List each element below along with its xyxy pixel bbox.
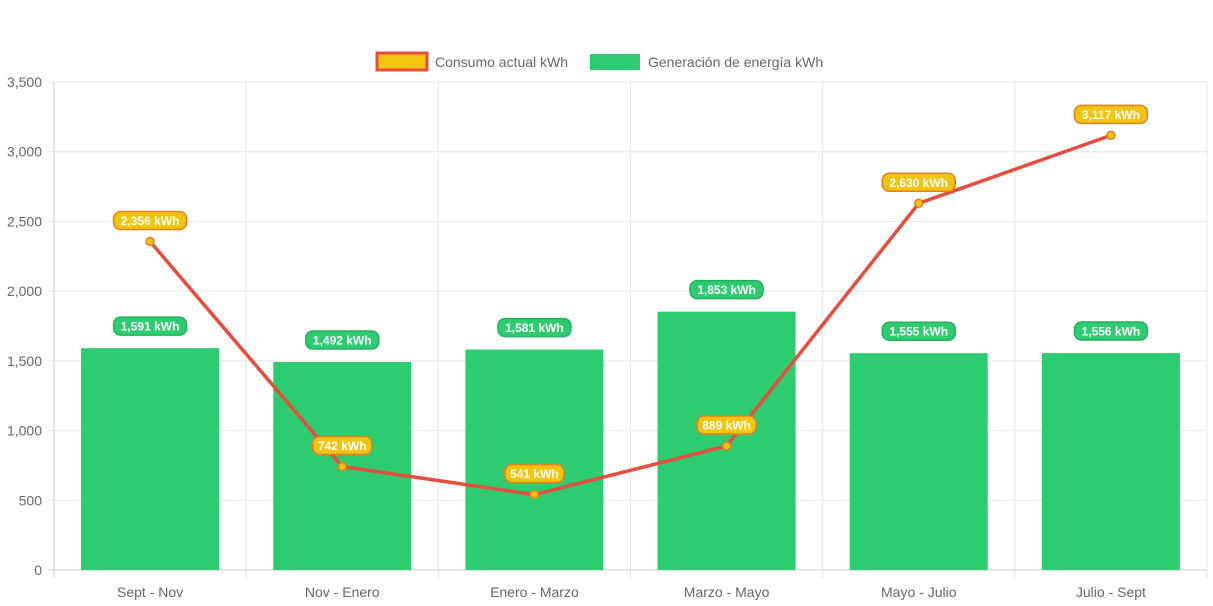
data-label-generacion-bg: [112, 316, 188, 336]
axis-layer: 0 500 1,000 1,500 2,000 2,500 3,000 3,500 Sept -…: [7, 74, 1146, 600]
bar-generacion[interactable]: [849, 353, 988, 570]
x-tick-label: Nov - Enero: [305, 584, 380, 600]
data-label-consumo-bg: [696, 415, 757, 435]
y-tick-label: 2,500: [7, 213, 42, 229]
data-label-consumo: 3,117 kWh: [1073, 104, 1149, 125]
bar-layer: [81, 311, 1180, 570]
legend-label-consumo: Consumo actual kWh: [435, 54, 568, 70]
data-label-generacion-text: 1,555 kWh: [889, 325, 948, 339]
legend-label-generacion: Generación de energía kWh: [648, 54, 823, 70]
data-label-generacion: 1,555 kWh: [881, 321, 956, 341]
data-label-generacion-text: 1,581 kWh: [505, 321, 564, 335]
x-tick-label: Enero - Marzo: [490, 584, 579, 600]
x-tick-label: Sept - Nov: [117, 584, 183, 600]
bar-generacion[interactable]: [657, 311, 796, 570]
data-label-consumo-bg: [112, 210, 188, 231]
y-tick-label: 3,000: [7, 144, 42, 160]
x-tick-label: Julio - Sept: [1076, 584, 1146, 600]
y-tick-label: 3,500: [7, 74, 42, 90]
point-consumo[interactable]: [721, 441, 732, 451]
data-label-generacion: 1,581 kWh: [497, 317, 572, 338]
y-tick-label: 2,000: [7, 283, 42, 299]
legend-item-consumo[interactable]: Consumo actual kWh: [375, 51, 568, 72]
bar-generacion[interactable]: [81, 348, 220, 570]
point-consumo[interactable]: [914, 198, 924, 209]
data-label-consumo: 541 kWh: [504, 463, 565, 484]
data-label-generacion: 1,556 kWh: [1073, 321, 1149, 341]
line-consumo: [148, 133, 1112, 497]
bar-generacion[interactable]: [1041, 353, 1180, 570]
data-label-generacion: 1,591 kWh: [112, 316, 188, 336]
point-consumo[interactable]: [145, 236, 155, 247]
data-label-consumo-text: 2,630 kWh: [889, 176, 948, 190]
data-label-consumo: 2,356 kWh: [112, 210, 188, 231]
data-label-generacion-bg: [305, 330, 380, 350]
data-label-consumo-bg: [312, 435, 373, 456]
data-label-consumo-text: 3,117 kWh: [1082, 108, 1140, 122]
data-label-generacion-bg: [497, 317, 572, 338]
data-label-consumo-bg: [504, 463, 565, 484]
data-label-generacion-bg: [881, 321, 956, 341]
x-tick-label: Marzo - Mayo: [684, 584, 770, 600]
data-label-consumo-bg: [1073, 104, 1149, 125]
data-label-generacion-text: 1,853 kWh: [697, 283, 756, 297]
data-label-generacion-text: 1,556 kWh: [1082, 325, 1141, 339]
data-label-generacion: 1,853 kWh: [689, 279, 764, 300]
x-tick-label: Mayo - Julio: [881, 584, 957, 600]
data-label-consumo: 889 kWh: [696, 415, 757, 435]
data-label-consumo: 2,630 kWh: [881, 172, 956, 193]
data-label-consumo: 742 kWh: [312, 435, 373, 456]
data-label-consumo-text: 889 kWh: [702, 419, 751, 433]
data-label-consumo-text: 742 kWh: [318, 439, 367, 453]
y-tick-label: 0: [34, 562, 42, 578]
legend-swatch-generacion: [590, 54, 640, 70]
point-consumo[interactable]: [529, 489, 540, 500]
point-consumo[interactable]: [1106, 130, 1116, 141]
data-label-consumo-text: 541 kWh: [510, 467, 559, 481]
bar-generacion[interactable]: [465, 349, 604, 570]
data-label-layer: 1,591 kWh 1,492 kWh 1,581 kWh 1,853 kWh 1,55…: [112, 104, 1149, 484]
data-label-generacion: 1,492 kWh: [305, 330, 380, 350]
legend: Consumo actual kWh Generación de energía…: [375, 51, 823, 72]
data-label-generacion-bg: [1073, 321, 1149, 341]
y-tick-label: 500: [19, 492, 43, 508]
data-label-consumo-text: 2,356 kWh: [121, 214, 180, 228]
grid-layer: [48, 81, 1208, 578]
legend-item-generacion[interactable]: Generación de energía kWh: [590, 54, 823, 70]
data-label-consumo-bg: [881, 172, 956, 193]
point-consumo[interactable]: [337, 461, 347, 472]
data-label-generacion-text: 1,591 kWh: [121, 320, 180, 334]
y-tick-label: 1,500: [7, 353, 42, 369]
data-label-generacion-bg: [689, 279, 764, 300]
line-layer: [145, 130, 1116, 500]
y-tick-label: 1,000: [7, 423, 42, 439]
data-label-generacion-text: 1,492 kWh: [313, 333, 372, 347]
legend-swatch-consumo: [375, 51, 429, 72]
